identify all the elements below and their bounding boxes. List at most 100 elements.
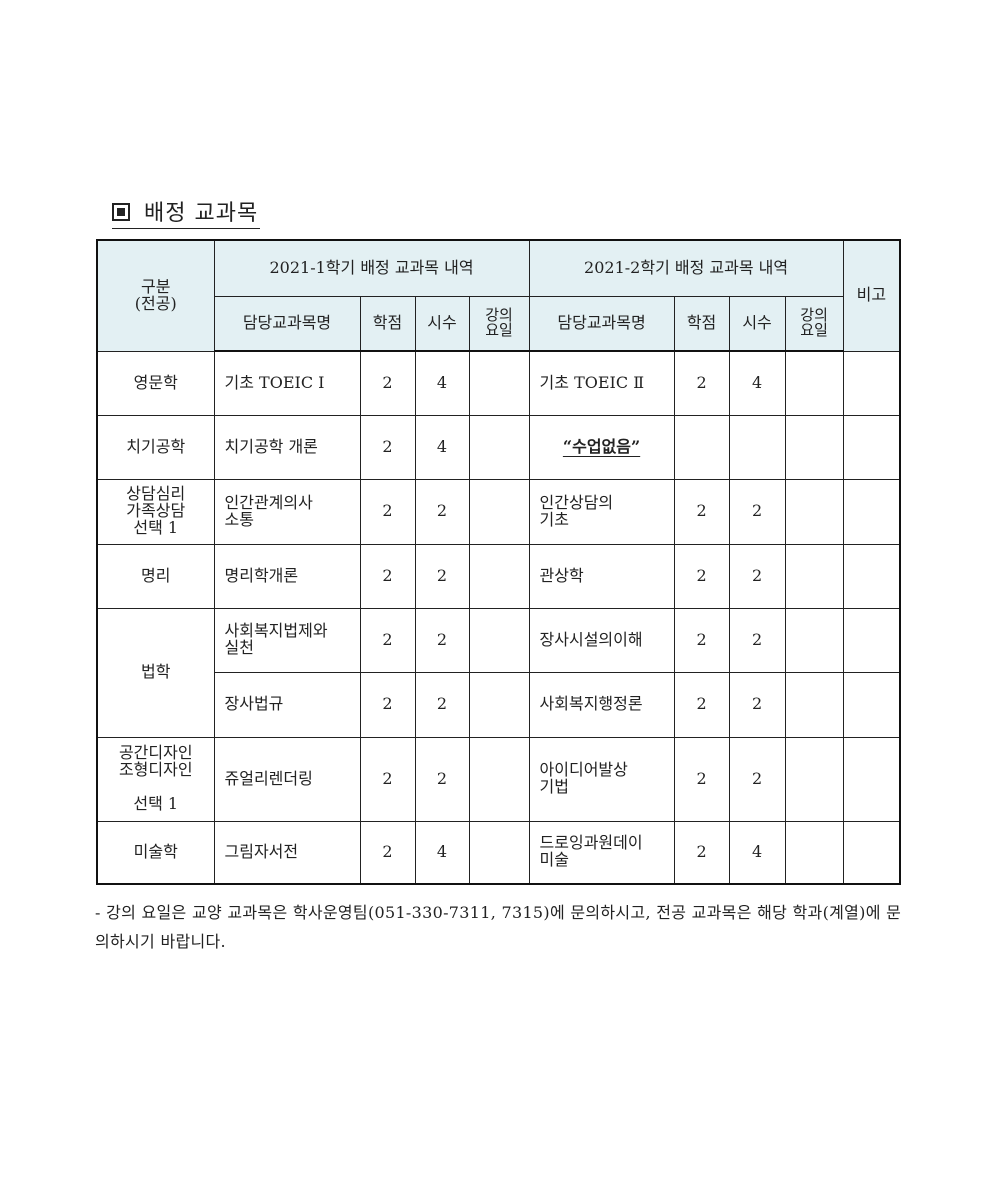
day-sem2 [784, 607, 844, 673]
credits-sem2-text: 2 [696, 629, 707, 649]
day-sem2 [784, 736, 844, 822]
remarks-cell [842, 607, 901, 673]
day-sem2 [784, 543, 844, 609]
course-name-sem1-text: 인간관계의사 소통 [224, 492, 313, 529]
credits-sem2-text: 2 [696, 501, 707, 521]
credits-sem2: 2 [673, 350, 730, 416]
footnote: - 강의 요일은 교양 교과목은 학사운영팀(051-330-7311, 731… [95, 903, 902, 951]
hours-sem1-text: 4 [436, 841, 448, 861]
header-hours-2: 시수 [728, 295, 786, 352]
remarks-cell [842, 671, 901, 738]
hours-sem2-text: 2 [751, 565, 763, 585]
hours-sem2-text: 2 [751, 768, 763, 788]
header-credits-2: 학점 [673, 295, 730, 352]
credits-sem2: 2 [673, 671, 730, 738]
hours-sem2-text: 4 [751, 372, 763, 392]
major-cell-text: 영문학 [133, 372, 178, 392]
credits-sem2: 2 [673, 820, 730, 885]
hours-sem1: 4 [414, 350, 470, 416]
hours-sem2: 2 [728, 736, 786, 822]
major-cell-text: 명리 [141, 565, 171, 585]
course-name-sem2: 드로잉과원데이 미술 [528, 820, 675, 885]
header-semester-1: 2021-1학기 배정 교과목 내역 [213, 239, 530, 297]
course-name-sem2-text: “수업없음” [562, 436, 641, 456]
course-name-sem1: 명리학개론 [213, 543, 361, 609]
major-cell: 미술학 [96, 820, 215, 885]
hours-sem1-text: 2 [436, 694, 448, 714]
course-name-sem1-text: 명리학개론 [224, 565, 299, 585]
hours-sem1: 2 [414, 607, 470, 673]
credits-sem1: 2 [359, 478, 416, 545]
credits-sem2: 2 [673, 478, 730, 545]
major-cell-text: 치기공학 [126, 436, 186, 456]
course-name-sem1-text: 사회복지법제와 실천 [224, 621, 328, 657]
course-name-sem2-text: 아이디어발상 기법 [539, 760, 628, 796]
day-sem2 [784, 671, 844, 738]
hours-sem2: 2 [728, 478, 786, 545]
section-title: 배정 교과목 [112, 195, 261, 229]
major-cell-text: 법학 [141, 662, 171, 682]
header-semester-2: 2021-2학기 배정 교과목 내역 [528, 239, 844, 297]
hours-sem1-text: 2 [436, 768, 448, 788]
remarks-cell [842, 820, 901, 885]
hours-sem1-text: 2 [436, 501, 448, 521]
credits-sem2: 2 [673, 543, 730, 609]
credits-sem1: 2 [359, 736, 416, 822]
hours-sem1: 2 [414, 671, 470, 738]
hours-sem2 [728, 414, 786, 480]
header-category: 구분 (전공) [96, 239, 215, 352]
section-title-text: 배정 교과목 [144, 201, 259, 226]
hours-sem1: 2 [414, 478, 470, 545]
hours-sem2: 2 [728, 607, 786, 673]
major-cell-text: 상담심리 가족상담 선택 1 [126, 484, 186, 537]
course-name-sem2: 인간상담의 기초 [528, 478, 675, 545]
hours-sem1-text: 2 [436, 565, 448, 585]
hours-sem2: 2 [728, 543, 786, 609]
hours-sem1-text: 4 [436, 436, 448, 456]
credits-sem1-text: 2 [382, 629, 393, 649]
day-sem2 [784, 350, 844, 416]
course-name-sem2: “수업없음” [528, 414, 675, 480]
major-cell: 공간디자인 조형디자인 선택 1 [96, 736, 215, 822]
credits-sem2-text: 2 [696, 768, 707, 788]
credits-sem2-text: 2 [696, 372, 707, 392]
hours-sem2: 4 [728, 820, 786, 885]
day-sem1 [468, 671, 530, 738]
table-row: 상담심리 가족상담 선택 1 인간관계의사 소통 2 2 인간상담의 기초 2 2 [96, 478, 901, 545]
credits-sem1-text: 2 [382, 694, 393, 714]
day-sem1 [468, 607, 530, 673]
credits-sem1-text: 2 [382, 768, 393, 788]
day-sem2 [784, 820, 844, 885]
major-cell: 치기공학 [96, 414, 215, 480]
credits-sem2-text: 2 [696, 565, 707, 585]
day-sem1 [468, 414, 530, 480]
credits-sem1: 2 [359, 414, 416, 480]
course-name-sem1: 장사법규 [213, 671, 361, 738]
header-day-1: 강의 요일 [468, 295, 530, 352]
course-name-sem1: 쥬얼리렌더링 [213, 736, 361, 822]
header-credits-1: 학점 [359, 295, 416, 352]
table-row: 장사법규 2 2 사회복지행정론 2 2 [97, 671, 901, 738]
hours-sem2-text: 2 [751, 629, 763, 649]
major-cell-text: 공간디자인 조형디자인 선택 1 [118, 743, 193, 813]
day-sem1 [468, 350, 530, 416]
course-name-sem1: 인간관계의사 소통 [213, 478, 361, 545]
credits-sem1: 2 [359, 607, 416, 673]
credits-sem1-text: 2 [382, 501, 393, 521]
remarks-cell [842, 414, 901, 480]
hours-sem2-text: 4 [751, 841, 763, 861]
hours-sem1: 4 [414, 414, 470, 480]
course-name-sem1-text: 그림자서전 [224, 841, 299, 861]
credits-sem2-text: 2 [696, 841, 707, 861]
credits-sem1: 2 [359, 820, 416, 885]
hours-sem1-text: 2 [436, 629, 448, 649]
hours-sem2-text: 2 [751, 694, 763, 714]
course-name-sem2-text: 인간상담의 기초 [539, 492, 614, 529]
table-row: 영문학 기초 TOEIC Ⅰ 2 4 기초 TOEIC Ⅱ 2 4 [96, 350, 901, 416]
major-cell: 상담심리 가족상담 선택 1 [96, 478, 215, 545]
day-sem2 [784, 478, 844, 545]
course-table: 구분 (전공) 2021-1학기 배정 교과목 내역 2021-2학기 배정 교… [96, 239, 902, 885]
credits-sem1: 2 [359, 543, 416, 609]
course-name-sem1-text: 쥬얼리렌더링 [224, 768, 313, 788]
course-name-sem2: 기초 TOEIC Ⅱ [528, 350, 675, 416]
